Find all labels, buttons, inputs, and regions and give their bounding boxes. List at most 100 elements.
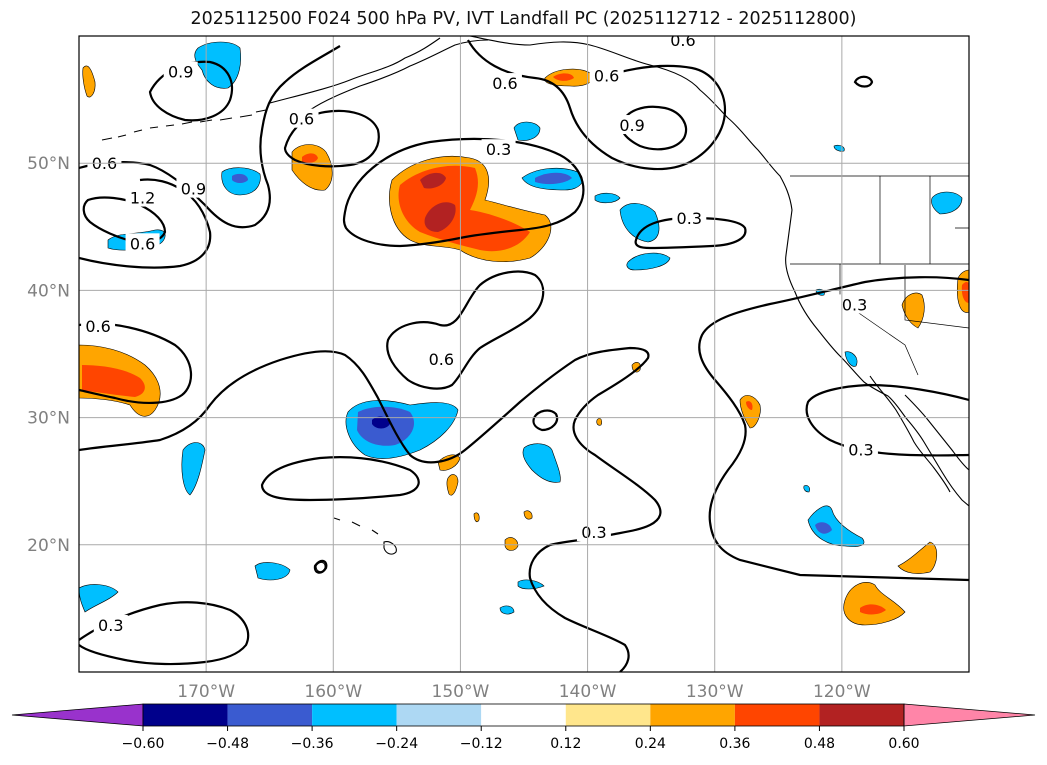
- contour-label-bg: [81, 316, 116, 336]
- lat-tick-label: 40°N: [27, 281, 70, 301]
- pv-contour: [467, 39, 727, 171]
- colorbar-extend-left: [11, 703, 144, 727]
- pv-contour: [532, 409, 559, 432]
- lon-tick-label: 160°W: [304, 682, 362, 702]
- pv-positive-region: [843, 581, 906, 626]
- pv-contour: [283, 109, 380, 168]
- contour-label-bg: [93, 614, 128, 634]
- pv-positive-region: [523, 510, 533, 520]
- pv-positive-region: [82, 65, 96, 98]
- pv-positive-region: [302, 153, 318, 163]
- contour-label-bg: [176, 178, 211, 198]
- contour-label: 0.6: [130, 234, 155, 253]
- colorbar-tick-label: −0.12: [460, 736, 503, 752]
- contour-label: 0.6: [429, 350, 454, 369]
- contour-label-bg: [843, 439, 878, 459]
- pv-positive-region: [504, 537, 519, 551]
- contour-label: 0.3: [848, 440, 873, 459]
- lon-tick-label: 170°W: [177, 682, 235, 702]
- contour-label-bg: [589, 65, 624, 85]
- colorbar-tick-label: −0.48: [206, 736, 249, 752]
- pv-positive-region: [82, 365, 145, 397]
- colorbar-tick-label: 0.60: [888, 736, 919, 752]
- contour-label: 0.3: [677, 209, 702, 228]
- baja-coastline: [869, 375, 951, 493]
- colorbar-tick-label: 0.36: [719, 736, 750, 752]
- contour-label: 0.3: [98, 616, 123, 635]
- pv-contour: [386, 270, 545, 390]
- colorbar-tick-label: −0.24: [375, 736, 418, 752]
- pv-negative-region: [626, 252, 671, 271]
- contour-label-bg: [424, 349, 459, 369]
- contour-label-bg: [125, 233, 160, 253]
- contour-label-bg: [672, 207, 707, 227]
- contour-label-bg: [615, 115, 650, 135]
- colorbar-segment: [143, 704, 228, 726]
- mexico-mainland-coastline: [904, 394, 969, 471]
- contour-labels: 0.6 1.2 0.9 0.6 0.9 0.6 0.3 0.6 0.6 0.9 0.6 0.3 0.6 0…: [81, 36, 878, 635]
- us-state-borders: [790, 175, 969, 376]
- pv-contour: [79, 322, 193, 405]
- pv-shading: [79, 41, 969, 626]
- pv-contour: [260, 456, 420, 502]
- pv-contour: [342, 137, 585, 248]
- pv-positive-region: [739, 395, 761, 429]
- pv-positive-region: [897, 541, 938, 574]
- pv-negative-region: [807, 505, 865, 547]
- pv-negative-region: [844, 351, 858, 367]
- pv-positive-region: [631, 361, 641, 373]
- contour-label-bg: [125, 187, 160, 207]
- colorbar: −0.60 −0.48 −0.36 −0.24 −0.12 0.12 0.24 0.36 0.4…: [11, 703, 1036, 752]
- contour-label-bg: [284, 108, 319, 128]
- colorbar-segment: [650, 704, 735, 726]
- pv-negative-region: [815, 522, 832, 534]
- colorbar-segment: [227, 704, 313, 726]
- contour-label: 0.3: [581, 523, 606, 542]
- contour-label-bg: [481, 139, 516, 159]
- contour-label-bg: [487, 73, 522, 93]
- pv-contour: [79, 601, 250, 666]
- contour-label-bg: [576, 522, 611, 542]
- pv-positive-region: [860, 604, 886, 615]
- contour-label: 0.6: [289, 110, 314, 129]
- pv-negative-region: [499, 605, 515, 615]
- contour-label: 0.9: [619, 116, 644, 135]
- pv-negative-region: [79, 584, 119, 613]
- pv-negative-region: [232, 173, 248, 183]
- colorbar-segment: [312, 704, 397, 726]
- pv-negative-region: [594, 192, 621, 204]
- map-background: [79, 36, 969, 672]
- lon-tick-label: 140°W: [559, 682, 617, 702]
- pv-negative-region: [254, 562, 291, 581]
- hawaii-islands: [333, 517, 397, 555]
- colorbar-outline: [142, 703, 905, 727]
- contour-label: 1.2: [130, 189, 155, 208]
- contour-label: 0.3: [486, 140, 511, 159]
- pv-positive-region: [473, 512, 480, 523]
- pv-positive-region: [446, 474, 459, 496]
- pv-contour: [79, 178, 212, 269]
- pv-contour: [313, 559, 328, 574]
- lon-tick-label: 150°W: [432, 682, 490, 702]
- pv-negative-region: [535, 172, 572, 185]
- lat-tick-label: 30°N: [27, 409, 70, 429]
- colorbar-tick-label: 0.12: [550, 736, 581, 752]
- pv-negative-region: [619, 203, 660, 243]
- map-frame: [78, 35, 970, 673]
- pv-negative-region: [513, 121, 541, 141]
- pv-positive-region: [961, 281, 969, 303]
- axis-tick-labels: 170°W 160°W 150°W 140°W 130°W 120°W 20°N 30°N 40…: [27, 154, 871, 702]
- pv-contour: [79, 346, 662, 672]
- contour-label-bg: [665, 36, 700, 49]
- colorbar-segment: [565, 704, 651, 726]
- colorbar-tick-label: 0.24: [635, 736, 666, 752]
- colorbar-extend-right: [903, 703, 1036, 727]
- contour-label: 0.9: [181, 180, 206, 199]
- contour-label: 0.9: [168, 63, 193, 82]
- pv-positive-region: [746, 401, 753, 410]
- lat-tick-label: 50°N: [27, 154, 70, 174]
- gridlines: [79, 36, 969, 672]
- colorbar-segment: [481, 704, 566, 726]
- contour-label: 0.6: [594, 66, 619, 85]
